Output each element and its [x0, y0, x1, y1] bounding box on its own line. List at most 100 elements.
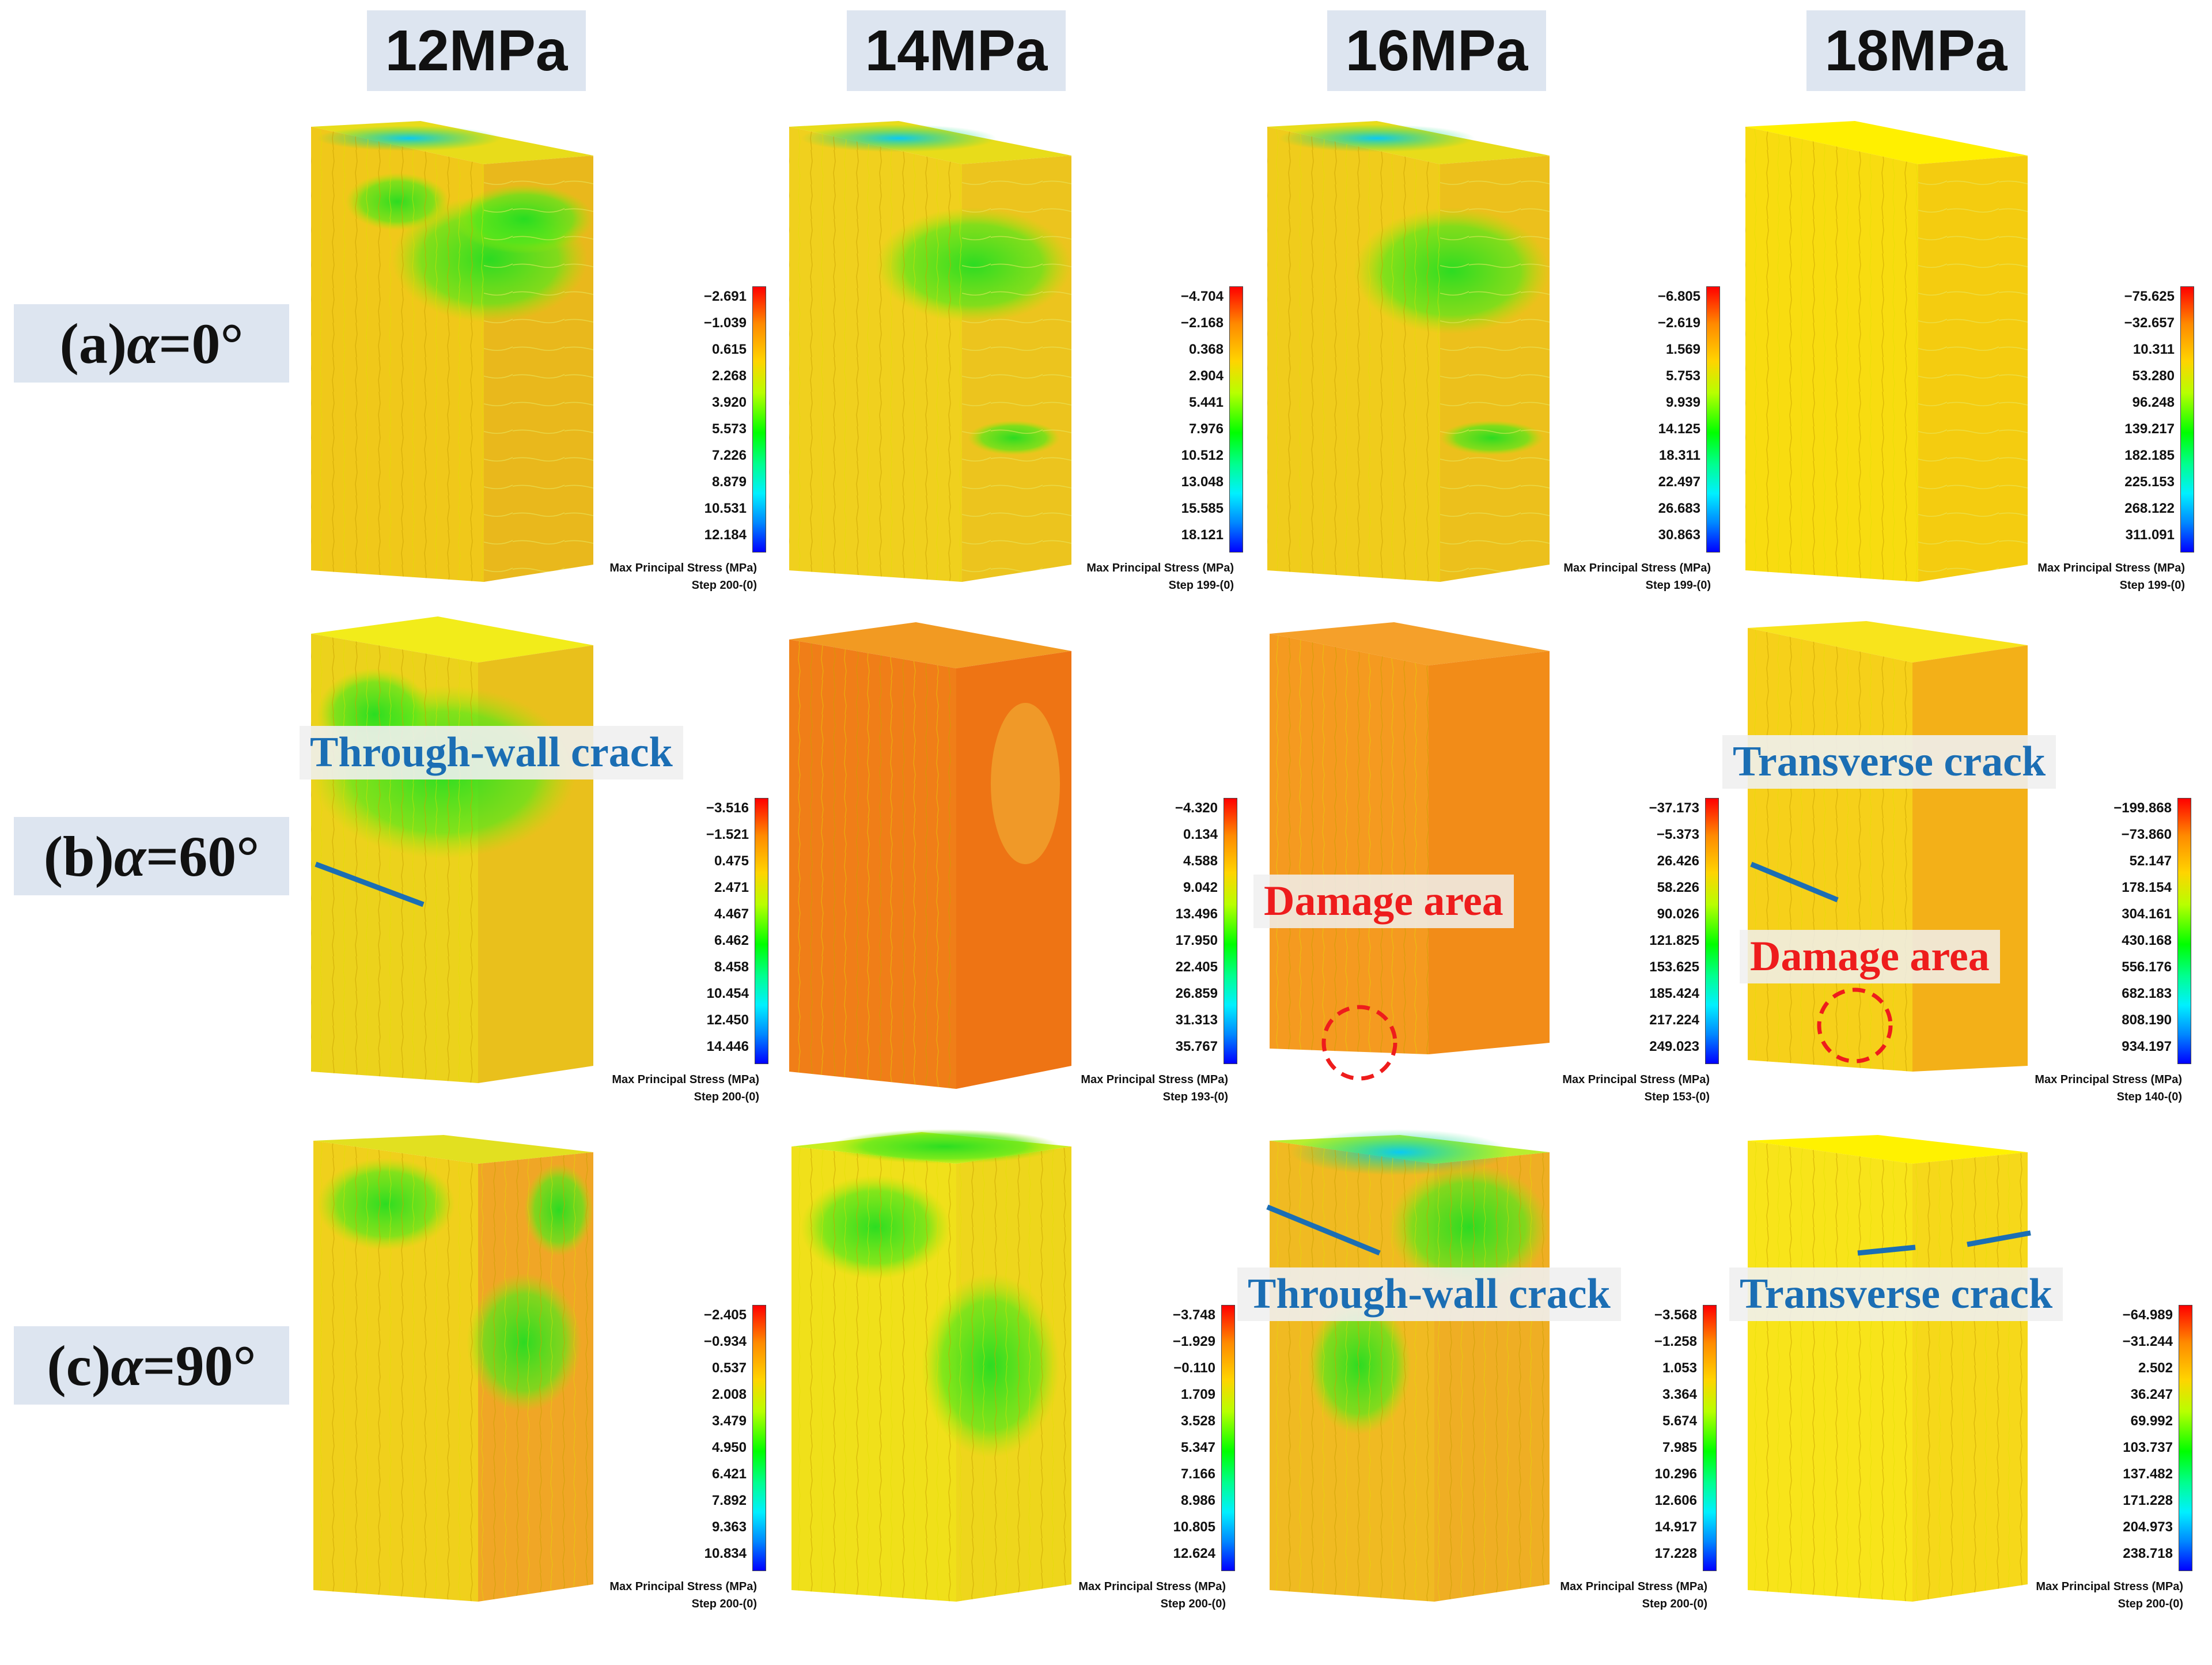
colorbar-tick-label: 12.606: [1654, 1493, 1697, 1508]
legend-title: Max Principal Stress (MPa): [1562, 1073, 1710, 1086]
specimen-cube: [1745, 121, 2028, 582]
alpha-symbol: α: [113, 824, 146, 888]
colorbar-tick-label: 103.737: [2123, 1440, 2173, 1455]
colorbar-tick-label: −3.748: [1172, 1307, 1215, 1323]
colorbar-tick-label: 58.226: [1657, 880, 1699, 895]
legend-title: Max Principal Stress (MPa): [2035, 1073, 2182, 1086]
colorbar-tick-label: −0.110: [1173, 1360, 1215, 1376]
colorbar-tick-label: 10.834: [704, 1546, 747, 1561]
colorbar-tick-label: 934.197: [2122, 1039, 2172, 1054]
transverse-crack-label: Transverse crack: [1729, 1267, 2063, 1321]
colorbar-tick-label: 22.497: [1658, 474, 1700, 490]
colorbar: [1224, 798, 1237, 1064]
colorbar-tick-label: 7.892: [711, 1493, 747, 1508]
column-header-18mpa: 18MPa: [1806, 10, 2025, 91]
colorbar-tick-label: 238.718: [2123, 1546, 2173, 1561]
damage-area-label: Damage area: [1740, 930, 2000, 983]
colorbar-tick-label: 0.475: [714, 853, 749, 869]
colorbar-tick-label: 304.161: [2122, 906, 2172, 922]
colorbar: [752, 286, 766, 553]
colorbar-tick-label: 17.228: [1654, 1546, 1697, 1561]
column-header-14mpa: 14MPa: [847, 10, 1066, 91]
colorbar-tick-label: 53.280: [2132, 368, 2175, 384]
colorbar-tick-label: −1.039: [703, 315, 747, 331]
specimen-c-16mpa: [1262, 1123, 1780, 1665]
colorbar-tick-label: 9.042: [1183, 880, 1218, 895]
colorbar-tick-label: 0.134: [1183, 827, 1218, 842]
colorbar-tick-label: 31.313: [1175, 1012, 1218, 1028]
colorbar-tick-label: −75.625: [2124, 289, 2175, 304]
colorbar-tick-label: 182.185: [2124, 448, 2175, 463]
colorbar-tick-label: 7.976: [1188, 421, 1224, 437]
colorbar-tick-label: 9.363: [711, 1519, 747, 1535]
colorbar-tick-label: 3.528: [1180, 1413, 1215, 1429]
colorbar-tick-label: 12.624: [1173, 1546, 1215, 1561]
damage-area-circle: [1321, 1005, 1397, 1081]
colorbar-tick-label: 5.573: [711, 421, 747, 437]
colorbar: [1229, 286, 1243, 553]
colorbar-tick-label: −3.516: [706, 800, 749, 816]
colorbar-tick-label: −0.934: [703, 1334, 747, 1349]
colorbar-tick-label: 26.683: [1658, 501, 1700, 516]
colorbar-tick-label: 1.709: [1180, 1387, 1215, 1402]
colorbar-tick-label: 26.426: [1657, 853, 1699, 869]
colorbar: [1705, 798, 1719, 1064]
colorbar-tick-label: 185.424: [1649, 986, 1699, 1001]
row-label-value: =0°: [158, 311, 244, 376]
specimen-c-18mpa: [1740, 1123, 2212, 1665]
legend-step: Step 200-(0): [2118, 1598, 2183, 1610]
colorbar-tick-label: 204.973: [2123, 1519, 2173, 1535]
legend-title: Max Principal Stress (MPa): [609, 562, 757, 574]
column-header-12mpa: 12MPa: [367, 10, 586, 91]
legend-step: Step 140-(0): [2116, 1091, 2182, 1103]
colorbar-tick-label: 6.421: [711, 1466, 747, 1482]
colorbar-tick-label: 30.863: [1658, 527, 1700, 543]
specimen-cube: [1748, 621, 2028, 1072]
specimen-c-12mpa: [305, 1123, 824, 1665]
colorbar-tick-label: 5.674: [1662, 1413, 1697, 1429]
colorbar-tick-label: 10.805: [1173, 1519, 1215, 1535]
specimen-a-12mpa: [305, 115, 824, 657]
colorbar-tick-label: 249.023: [1649, 1039, 1699, 1054]
row-label-prefix: (a): [59, 311, 127, 376]
legend-title: Max Principal Stress (MPa): [1081, 1073, 1228, 1086]
colorbar-tick-label: 4.467: [714, 906, 749, 922]
colorbar: [1703, 1305, 1717, 1571]
colorbar-tick-label: 0.615: [711, 342, 747, 357]
row-label-prefix: (c): [47, 1333, 111, 1398]
damage-area-label: Damage area: [1253, 875, 1514, 928]
specimen-cube: [1270, 622, 1550, 1054]
colorbar-tick-label: 2.904: [1188, 368, 1224, 384]
colorbar: [752, 1305, 766, 1571]
colorbar-tick-label: 6.462: [714, 933, 749, 948]
colorbar-tick-label: 8.879: [711, 474, 747, 490]
colorbar-tick-label: 22.405: [1175, 959, 1218, 975]
colorbar-tick-label: −1.258: [1654, 1334, 1697, 1349]
colorbar-tick-label: 2.502: [2138, 1360, 2173, 1376]
specimen-c-14mpa: [783, 1123, 1302, 1665]
colorbar-tick-label: 808.190: [2122, 1012, 2172, 1028]
colorbar: [1706, 286, 1720, 553]
colorbar-tick-label: 13.496: [1175, 906, 1218, 922]
colorbar-tick-label: 14.917: [1654, 1519, 1697, 1535]
legend-step: Step 199-(0): [2119, 579, 2185, 592]
legend-step: Step 200-(0): [694, 1091, 759, 1103]
legend-title: Max Principal Stress (MPa): [612, 1073, 759, 1086]
colorbar-tick-label: 13.048: [1181, 474, 1224, 490]
damage-area-circle: [1817, 987, 1893, 1064]
colorbar-tick-label: 1.569: [1665, 342, 1700, 357]
legend-title: Max Principal Stress (MPa): [1560, 1580, 1707, 1593]
legend-step: Step 199-(0): [1645, 579, 1711, 592]
colorbar-tick-label: 18.121: [1181, 527, 1224, 543]
colorbar-tick-label: 15.585: [1181, 501, 1224, 516]
colorbar-tick-label: 556.176: [2122, 959, 2172, 975]
colorbar-tick-label: 14.125: [1658, 421, 1700, 437]
colorbar-tick-label: 10.454: [706, 986, 749, 1001]
colorbar-tick-label: −2.619: [1657, 315, 1700, 331]
specimen-a-16mpa: [1262, 115, 1780, 657]
colorbar-tick-label: 178.154: [2122, 880, 2172, 895]
legend-title: Max Principal Stress (MPa): [1086, 562, 1234, 574]
column-header-16mpa: 16MPa: [1327, 10, 1546, 91]
colorbar-tick-label: 17.950: [1175, 933, 1218, 948]
colorbar-tick-label: 5.753: [1665, 368, 1700, 384]
